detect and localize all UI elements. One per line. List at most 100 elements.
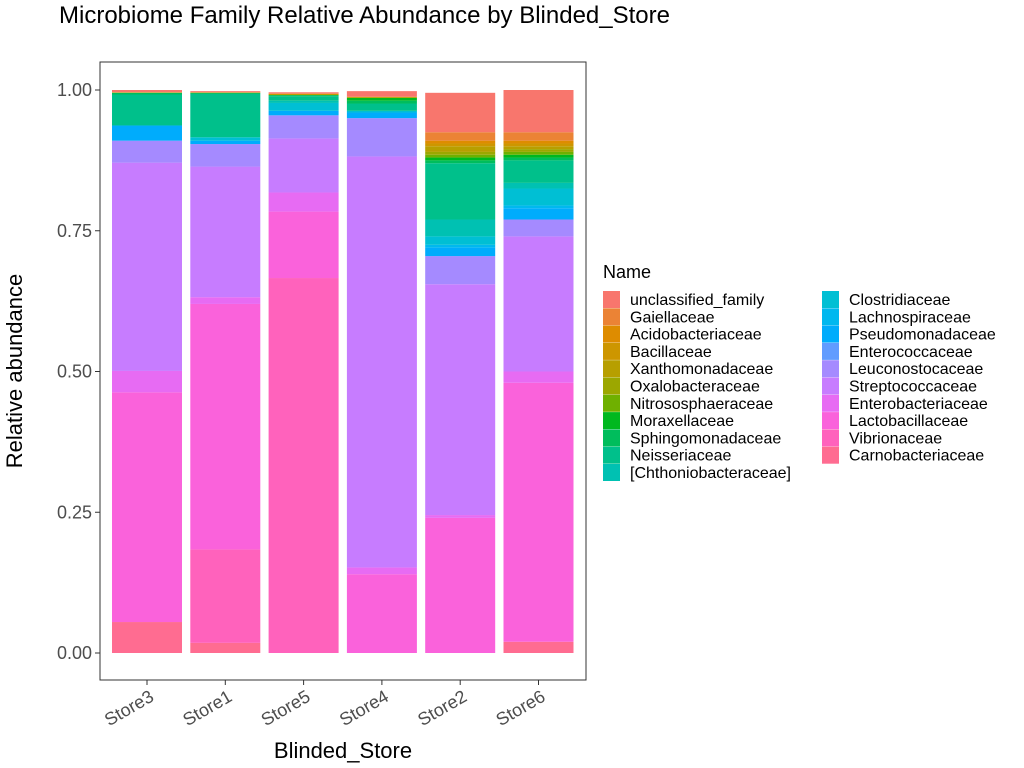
legend-label: unclassified_family <box>630 292 764 309</box>
y-tick-label: 1.00 <box>57 80 92 100</box>
legend-swatch <box>822 360 839 378</box>
legend-label: Moraxellaceae <box>630 413 734 430</box>
bar-segment-store1-pseudomonadaceae <box>190 140 261 145</box>
legend-label: Neisseriaceae <box>630 448 731 465</box>
bar-segment-store1-vibrionaceae <box>190 549 261 643</box>
bar-segment-store5-unclassified_family <box>268 92 339 94</box>
bar-segment-store6-nitrososphaeraceae <box>503 151 574 155</box>
bar-segment-store5-pseudomonadaceae <box>268 110 339 116</box>
bar-segment-store6-unclassified_family <box>503 90 574 133</box>
legend-label: Nitrososphaeraceae <box>630 396 773 413</box>
bar-segment-store6-sphingomonadaceae <box>503 157 574 161</box>
bar-segment-store4-streptococcaceae <box>346 156 417 568</box>
bar-segment-store4-xanthomonadaceae <box>346 96 417 98</box>
bar-segment-store4-unclassified_family <box>346 91 417 97</box>
x-tick-label: Store5 <box>258 686 314 730</box>
bar-segment-store6-oxalobacteraceae <box>503 149 574 152</box>
bar-segment-store6-moraxellaceae <box>503 154 574 158</box>
bar-segment-store2-moraxellaceae <box>425 157 496 161</box>
bar-segment-store6-bacillaceae <box>503 143 574 147</box>
bar-segment-store5-xanthomonadaceae <box>268 94 339 96</box>
legend-swatch <box>822 325 839 343</box>
bar-segment-store2-bacillaceae <box>425 143 496 147</box>
legend-label: Carnobacteriaceae <box>849 448 984 465</box>
bar-segment-store1-carnobacteriaceae <box>190 642 261 653</box>
x-tick-label: Store6 <box>493 686 549 730</box>
bar-segment-store6-acidobacteriaceae <box>503 140 574 144</box>
legend-swatch <box>603 464 620 481</box>
bar-segment-store3-xanthomonadaceae <box>112 92 182 93</box>
legend-swatch <box>822 412 839 430</box>
legend-label: Oxalobacteraceae <box>630 379 760 396</box>
bar-segment-store4-lactobacillaceae <box>346 574 417 653</box>
bar-segment-store5-gaiellaceae <box>268 93 339 94</box>
bar-segment-store2-xanthomonadaceae <box>425 146 496 152</box>
y-tick-label: 0.50 <box>57 362 92 382</box>
legend: Name unclassified_familyGaiellaceaeAcido… <box>603 262 996 482</box>
bar-segment-store6-pseudomonadaceae <box>503 208 574 220</box>
legend-swatch <box>603 429 620 447</box>
x-tick-label: Store4 <box>336 686 392 730</box>
legend-swatch <box>603 446 620 464</box>
legend-swatch <box>822 377 839 395</box>
bar-segment-store5-streptococcaceae <box>268 138 339 193</box>
bar-segment-store1-xanthomonadaceae <box>190 92 261 93</box>
bar-segment-store3-lactobacillaceae <box>112 392 182 623</box>
legend-label: Lachnospiraceae <box>849 309 971 326</box>
legend-swatch <box>822 291 839 308</box>
legend-label: Gaiellaceae <box>630 309 715 326</box>
legend-label: Clostridiaceae <box>849 292 950 309</box>
bar-segment-store6-enterobacteriaceae <box>503 371 574 383</box>
x-axis: Store3 Store1 Store5 Store4 Store2 Store6 <box>101 680 549 730</box>
bar-segment-store3-enterobacteriaceae <box>112 370 182 393</box>
bar-segment-store1-leuconostocaceae <box>190 144 261 167</box>
bar-segment-store2-lactobacillaceae <box>425 517 496 653</box>
x-tick-label: Store3 <box>101 686 157 730</box>
bar-segment-store1-clostridiaceae <box>190 137 261 141</box>
legend-swatch <box>822 342 839 360</box>
bars-group <box>112 90 574 653</box>
bar-segment-store6-clostridiaceae <box>503 188 574 206</box>
bar-segment-store5-leuconostocaceae <box>268 115 339 139</box>
bar-segment-store2-gaiellaceae <box>425 132 496 141</box>
bar-segment-store3-streptococcaceae <box>112 162 182 371</box>
bar-segment-store5-sphingomonadaceae <box>268 95 339 97</box>
legend-label: Vibrionaceae <box>849 430 942 447</box>
legend-title: Name <box>603 262 651 282</box>
bar-segment-store4-neisseriaceae <box>346 103 417 111</box>
bar-segment-store2-acidobacteriaceae <box>425 140 496 144</box>
bar-segment-store2-chthoniobacteraceae <box>425 219 496 237</box>
y-axis-title: Relative abundance <box>2 274 27 468</box>
bar-segment-store3-pseudomonadaceae <box>112 125 182 141</box>
bar-segment-store6-chthoniobacteraceae <box>503 182 574 189</box>
bar-segment-store5-chthoniobacteraceae <box>268 100 339 103</box>
legend-label: Bacillaceae <box>630 344 712 361</box>
bar-segment-store1-sphingomonadaceae <box>190 92 261 94</box>
bar-segment-store3-carnobacteriaceae <box>112 622 182 653</box>
legend-swatch <box>822 446 839 464</box>
bar-segment-store2-lachnospiraceae <box>425 244 496 248</box>
bar-segment-store3-neisseriaceae <box>112 94 182 126</box>
bar-segment-store3-unclassified_family <box>112 90 182 93</box>
bar-segment-store2-unclassified_family <box>425 92 496 133</box>
y-tick-label: 0.00 <box>57 643 92 663</box>
bar-segment-store4-leuconostocaceae <box>346 118 417 157</box>
legend-swatch <box>603 308 620 326</box>
bar-segment-store2-enterobacteriaceae <box>425 515 496 518</box>
legend-swatch <box>603 394 620 412</box>
legend-label: Enterobacteriaceae <box>849 396 988 413</box>
bar-segment-store1-unclassified_family <box>190 91 261 93</box>
legend-label: Xanthomonadaceae <box>630 361 773 378</box>
bar-segment-store6-gaiellaceae <box>503 132 574 141</box>
bar-segment-store2-nitrososphaeraceae <box>425 154 496 158</box>
bar-segment-store6-leuconostocaceae <box>503 219 574 237</box>
bar-segment-store2-pseudomonadaceae <box>425 247 496 257</box>
bar-segment-store6-neisseriaceae <box>503 160 574 183</box>
bar-segment-store5-lactobacillaceae <box>268 211 339 279</box>
legend-label: Acidobacteriaceae <box>630 327 762 344</box>
x-tick-label: Store1 <box>179 686 235 730</box>
bar-segment-store4-clostridiaceae <box>346 110 417 113</box>
bar-segment-store2-clostridiaceae <box>425 236 496 245</box>
legend-swatch <box>822 394 839 412</box>
